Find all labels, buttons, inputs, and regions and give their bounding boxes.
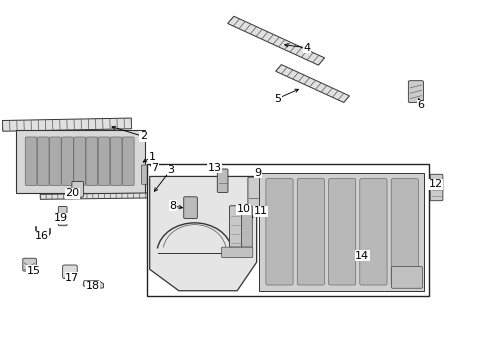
FancyBboxPatch shape: [58, 206, 67, 226]
Text: 15: 15: [26, 266, 41, 276]
FancyBboxPatch shape: [25, 137, 37, 185]
FancyBboxPatch shape: [407, 81, 423, 103]
FancyBboxPatch shape: [49, 137, 61, 185]
FancyBboxPatch shape: [241, 206, 252, 247]
FancyBboxPatch shape: [429, 174, 442, 201]
FancyBboxPatch shape: [122, 137, 134, 185]
FancyBboxPatch shape: [229, 206, 242, 247]
FancyBboxPatch shape: [37, 137, 49, 185]
FancyBboxPatch shape: [62, 265, 77, 279]
FancyBboxPatch shape: [221, 247, 252, 257]
Text: 17: 17: [65, 273, 79, 283]
FancyBboxPatch shape: [61, 137, 73, 185]
FancyBboxPatch shape: [86, 137, 98, 185]
FancyBboxPatch shape: [390, 179, 418, 285]
Text: 11: 11: [253, 206, 267, 216]
Bar: [259, 173, 424, 291]
FancyBboxPatch shape: [74, 137, 85, 185]
Text: 19: 19: [54, 213, 68, 223]
FancyBboxPatch shape: [247, 177, 259, 215]
Text: 3: 3: [167, 165, 174, 175]
Text: 14: 14: [354, 251, 368, 261]
Polygon shape: [83, 281, 103, 289]
FancyBboxPatch shape: [265, 179, 292, 285]
Text: 2: 2: [140, 131, 146, 141]
Polygon shape: [40, 193, 157, 199]
Text: 4: 4: [303, 43, 310, 53]
FancyBboxPatch shape: [72, 181, 83, 197]
Text: 7: 7: [151, 163, 158, 173]
FancyBboxPatch shape: [390, 266, 422, 288]
FancyBboxPatch shape: [23, 258, 36, 271]
FancyBboxPatch shape: [297, 179, 324, 285]
Polygon shape: [149, 176, 256, 291]
Text: 8: 8: [169, 201, 176, 211]
Text: 9: 9: [254, 168, 261, 178]
Polygon shape: [275, 64, 349, 103]
FancyBboxPatch shape: [217, 169, 227, 193]
Text: 20: 20: [65, 188, 79, 198]
FancyBboxPatch shape: [359, 179, 386, 285]
Text: 12: 12: [427, 179, 442, 189]
Text: 6: 6: [416, 100, 423, 110]
FancyBboxPatch shape: [110, 137, 122, 185]
Polygon shape: [2, 118, 131, 131]
Text: 1: 1: [148, 152, 155, 162]
Polygon shape: [227, 16, 324, 65]
Bar: [147, 164, 428, 296]
Bar: [16, 130, 144, 193]
Text: 10: 10: [236, 204, 250, 214]
Text: 18: 18: [85, 281, 100, 291]
FancyBboxPatch shape: [183, 197, 197, 219]
Text: 16: 16: [35, 231, 49, 241]
Text: 5: 5: [273, 94, 281, 104]
FancyBboxPatch shape: [328, 179, 355, 285]
FancyBboxPatch shape: [141, 165, 151, 184]
FancyBboxPatch shape: [98, 137, 110, 185]
Text: 13: 13: [207, 163, 221, 173]
